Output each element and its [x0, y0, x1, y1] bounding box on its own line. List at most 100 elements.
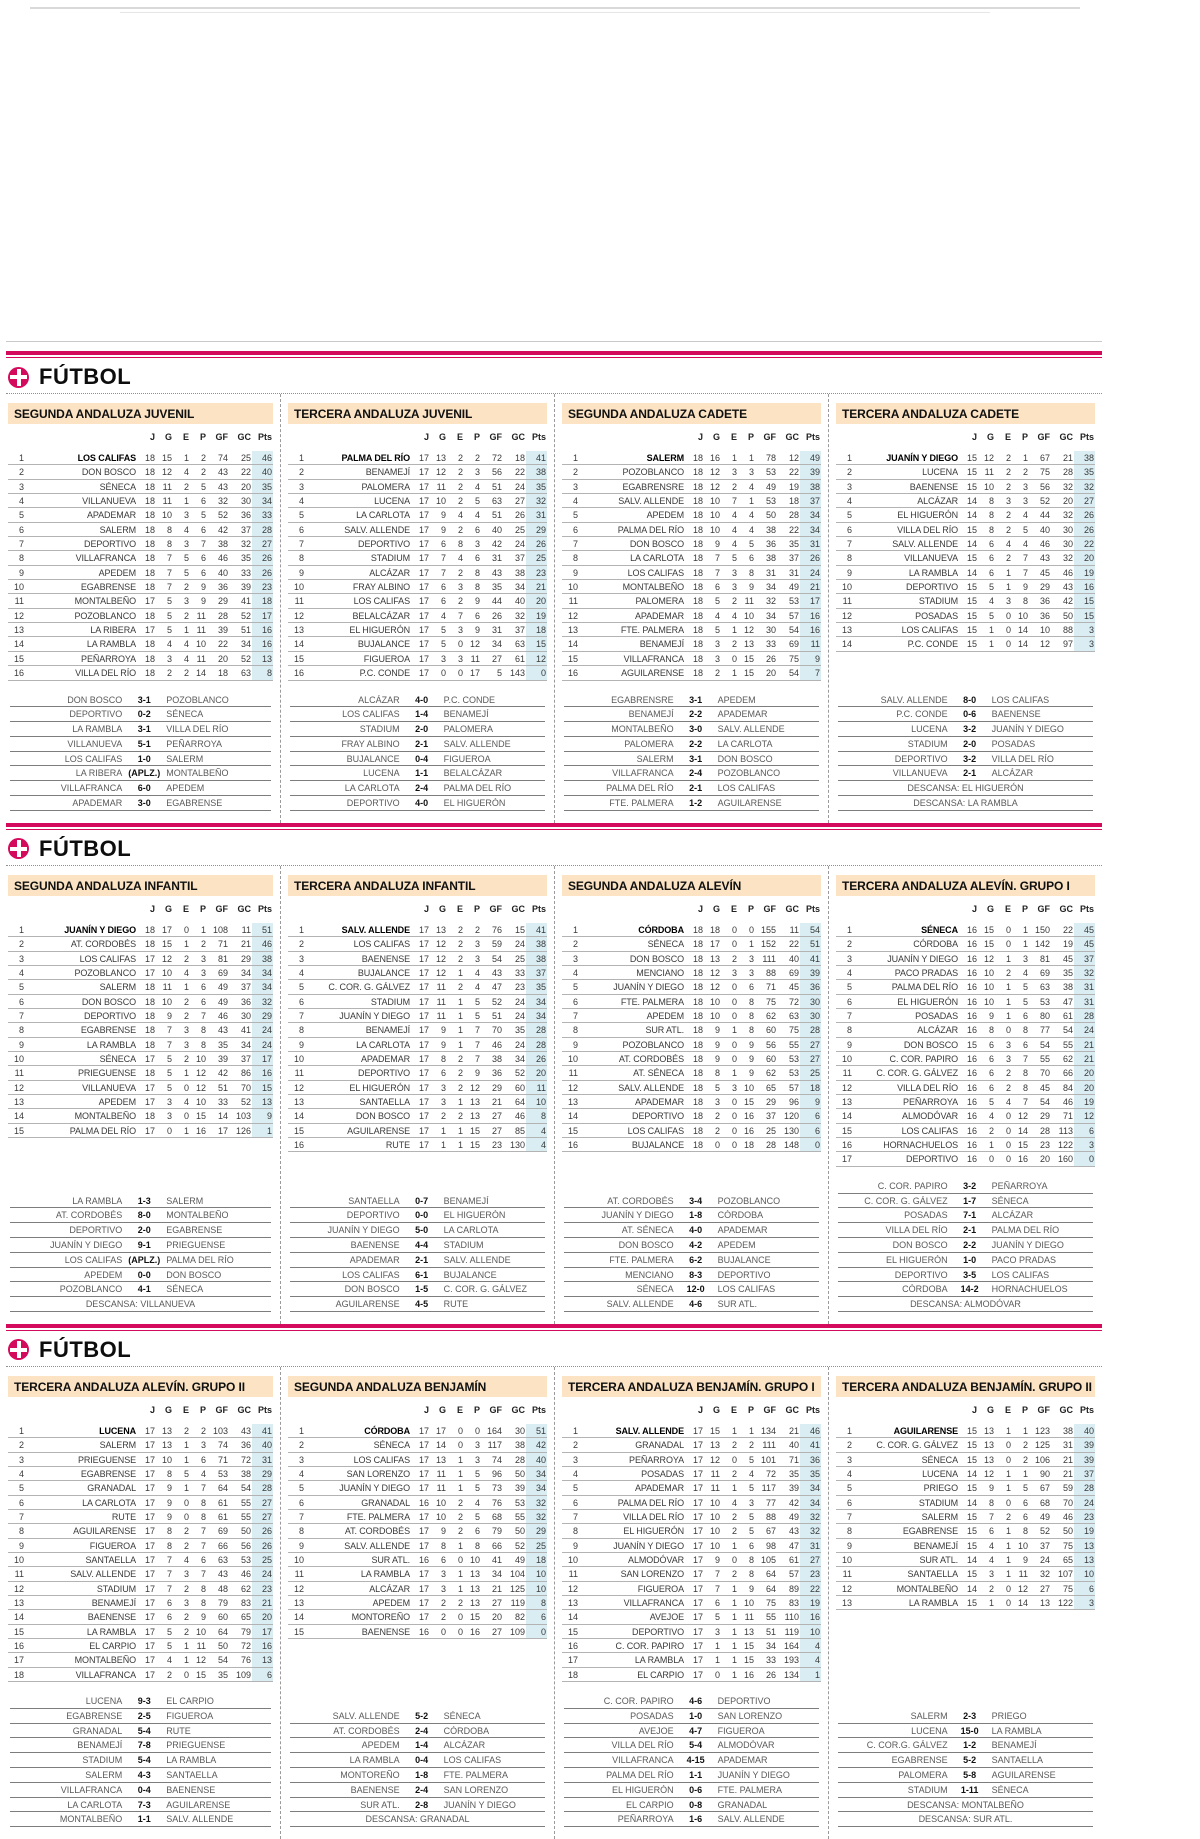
position-cell: 15 — [8, 1123, 25, 1139]
stat-header: G — [438, 903, 446, 914]
result-row: EGABRENSRE 3-1 APEDEM — [564, 693, 819, 708]
points-cell: 23 — [526, 565, 547, 581]
stat-cell: 17 — [685, 1466, 704, 1482]
home-team: STADIUM — [359, 724, 400, 735]
league-column: TERCERA ANDALUZA BENJAMÍN. GRUPO I J G E P GF… — [554, 1366, 828, 1839]
stat-header: P — [1021, 1404, 1028, 1415]
team-cell: ALMODÓVAR — [853, 1108, 959, 1124]
stat-cell: 2 — [721, 1509, 738, 1525]
stat-cell: 15 — [738, 1638, 755, 1654]
stat-cell: 50 — [503, 1523, 526, 1539]
stat-cell: 17 — [137, 951, 156, 966]
stat-cell: 2 — [173, 1538, 190, 1553]
stat-cell: 36 — [229, 1437, 252, 1453]
stat-cell: 46 — [1051, 1509, 1074, 1525]
position-cell: 8 — [562, 1523, 579, 1539]
stat-cell: 0 — [447, 665, 464, 681]
stat-cell: 35 — [777, 536, 800, 552]
stat-cell: 31 — [777, 565, 800, 581]
stat-cell: 0 — [704, 1137, 721, 1153]
away-team: FIGUEROA — [166, 1710, 214, 1721]
table-row: 16 HORNACHUELOS 16 1 0 15 23 122 3 — [836, 1137, 1095, 1153]
team-cell: BENAMEJÍ — [305, 464, 411, 480]
team-cell: LA RAMBLA — [305, 1566, 411, 1582]
table-row: 12 EL HIGUERÓN 17 3 2 12 29 60 11 — [288, 1080, 547, 1096]
team-cell: SANTAELLA — [305, 1094, 411, 1110]
match-score: 1-1 — [137, 1814, 151, 1825]
stat-cell: 5 — [978, 579, 995, 595]
away-team: JUANÍN Y DIEGO — [717, 1770, 790, 1781]
stat-cell: 15 — [959, 479, 978, 495]
match-score: 5-1 — [137, 738, 151, 749]
match-score: 3-2 — [963, 724, 977, 735]
stat-cell: 18 — [685, 493, 704, 509]
stat-cell: 6 — [464, 522, 481, 538]
away-team: BENAMEJÍ — [443, 1195, 489, 1206]
stat-cell: 134 — [777, 1667, 800, 1683]
team-cell: LUCENA — [853, 1466, 959, 1482]
result-row: CÓRDOBA 14-2 HORNACHUELOS — [838, 1282, 1093, 1298]
stat-cell: 17 — [411, 1051, 430, 1067]
stat-cell: 10 — [738, 608, 755, 624]
stat-cell: 6 — [190, 1552, 207, 1568]
stat-cell: 10 — [156, 994, 173, 1009]
results-list: SANTAELLA 0-7 BENAMEJÍ DEPORTIVO 0-0 EL HIGUE… — [288, 1182, 547, 1314]
team-cell: AGUILARENSE — [305, 1123, 411, 1139]
stat-cell: 17 — [411, 1137, 430, 1153]
team-cell: PEÑARROYA — [25, 651, 137, 667]
stat-cell: 54 — [1029, 1037, 1051, 1052]
table-row: 10 DEPORTIVO 15 5 1 9 29 43 16 — [836, 579, 1095, 595]
stat-cell: 7 — [190, 1008, 207, 1024]
away-team: SÉNECA — [991, 1784, 1029, 1795]
stat-cell: 46 — [207, 550, 229, 566]
home-team: JUANÍN Y DIEGO — [50, 1239, 123, 1250]
stat-cell: 6 — [430, 1065, 447, 1081]
points-cell: 24 — [1074, 1022, 1095, 1038]
team-cell: MONTALBEÑO — [25, 593, 137, 609]
points-cell: 35 — [252, 479, 273, 495]
stat-cell: 2 — [447, 951, 464, 966]
position-cell: 11 — [288, 1566, 305, 1582]
stat-header: Pts — [531, 1404, 546, 1415]
stat-cell: 34 — [481, 1566, 503, 1582]
stat-cell: 12 — [430, 951, 447, 966]
position-cell: 16 — [8, 665, 25, 681]
stat-cell: 51 — [481, 1008, 503, 1024]
stat-cell: 53 — [777, 593, 800, 609]
stat-cell: 13 — [978, 1437, 995, 1453]
points-cell: 38 — [1074, 451, 1095, 466]
position-header — [288, 426, 305, 451]
stat-cell: 97 — [1051, 636, 1074, 652]
points-cell: 20 — [526, 1065, 547, 1081]
stat-cell: 9 — [978, 1008, 995, 1024]
stat-cell: 18 — [685, 951, 704, 966]
stat-cell: 53 — [777, 1051, 800, 1067]
stat-cell: 72 — [229, 1638, 252, 1654]
stat-cell: 4 — [173, 636, 190, 652]
position-cell: 1 — [836, 1423, 853, 1439]
position-cell: 5 — [8, 507, 25, 523]
table-row: 16 C. COR. PAPIRO 17 1 1 15 34 164 4 — [562, 1638, 821, 1654]
stat-cell: 75 — [755, 994, 777, 1009]
stat-cell: 36 — [1029, 593, 1051, 609]
stat-cell: 67 — [755, 1523, 777, 1539]
away-team: CÓRDOBA — [443, 1725, 490, 1736]
away-team: SUR ATL. — [717, 1299, 757, 1310]
points-cell: 32 — [526, 1495, 547, 1510]
stat-cell: 64 — [207, 1624, 229, 1640]
home-team: DON BOSCO — [618, 1239, 674, 1250]
stat-cell: 107 — [1051, 1566, 1074, 1582]
stat-cell: 10 — [978, 965, 995, 981]
stat-cell: 17 — [137, 1652, 156, 1668]
stat-cell: 10 — [704, 1523, 721, 1539]
result-row: STADIUM 2-0 PALOMERA — [290, 722, 545, 737]
position-cell: 14 — [8, 1609, 25, 1625]
stat-cell: 14 — [959, 1581, 978, 1597]
stat-cell: 4 — [173, 651, 190, 667]
away-team: LOS CALIFAS — [717, 1284, 776, 1295]
away-team: POSADAS — [991, 738, 1036, 749]
stat-cell: 8 — [464, 579, 481, 595]
points-cell: 16 — [800, 622, 821, 638]
points-cell: 19 — [1074, 565, 1095, 581]
away-team: ALCÁZAR — [443, 1740, 486, 1751]
